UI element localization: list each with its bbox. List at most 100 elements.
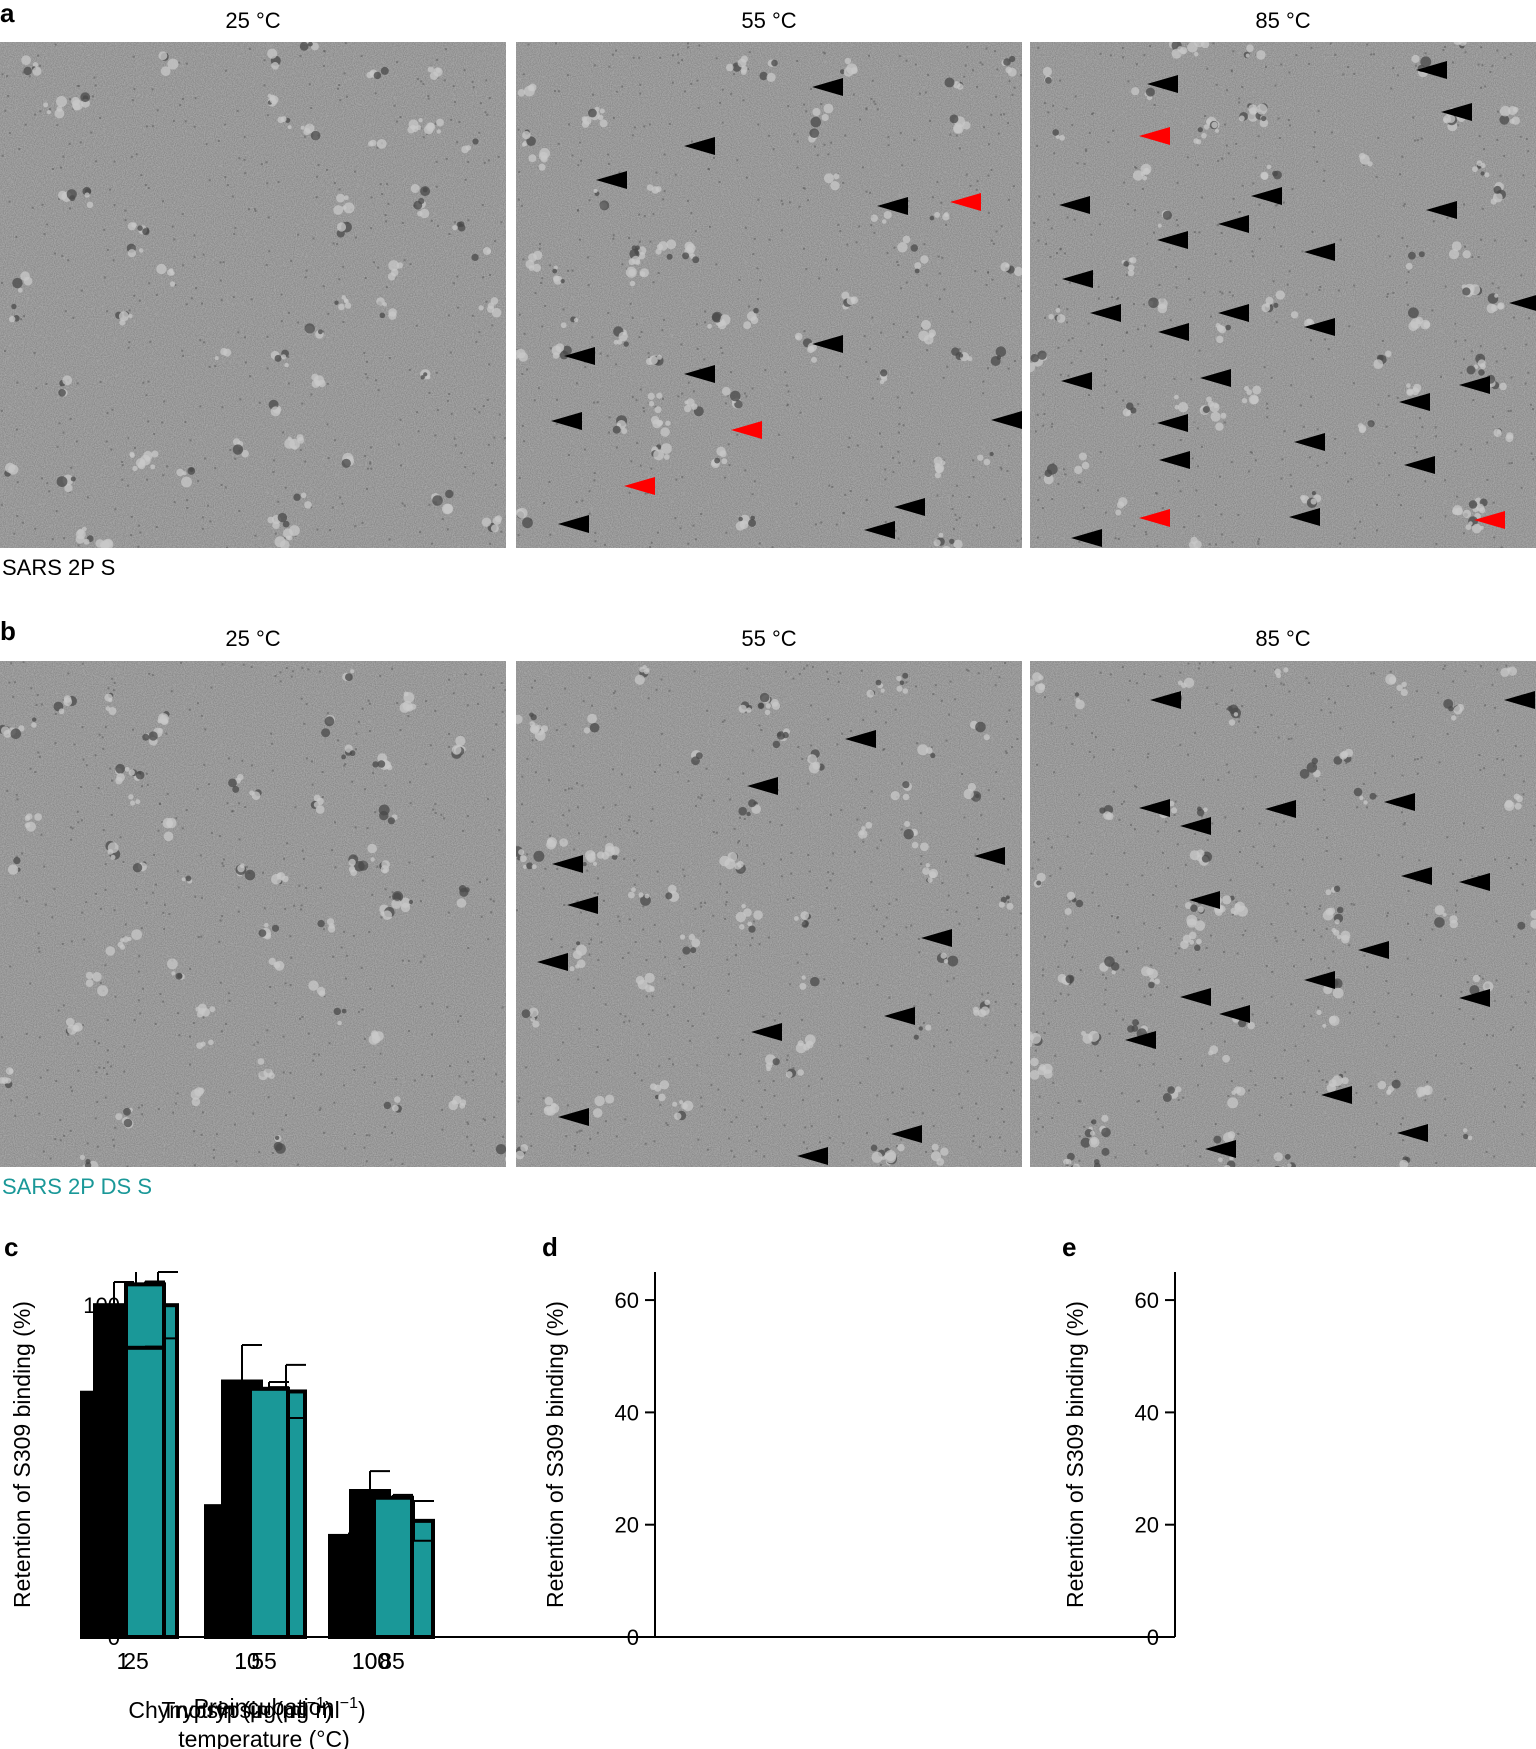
x-axis-label-line2: temperature (°C)	[178, 1726, 350, 1749]
black-arrowhead	[1218, 304, 1249, 322]
grain-speckle	[1030, 42, 1536, 548]
black-arrowhead	[751, 1023, 782, 1041]
x-tick-label: 55	[251, 1648, 277, 1674]
black-arrowhead	[684, 137, 715, 155]
black-arrowhead	[921, 929, 952, 947]
panel-letter-e: e	[1062, 1232, 1077, 1262]
y-axis-label: Retention of S309 binding (%)	[9, 1301, 35, 1608]
black-arrowhead	[552, 855, 583, 873]
black-arrowhead	[1397, 1124, 1428, 1142]
black-arrowhead	[1180, 988, 1211, 1006]
black-arrowhead	[1218, 215, 1249, 233]
micrograph-grain	[516, 661, 1022, 1167]
black-arrowhead	[1062, 270, 1093, 288]
black-arrowhead	[1157, 414, 1188, 432]
black-arrowhead	[684, 365, 715, 383]
red-arrowhead	[731, 421, 762, 439]
black-arrowhead	[1416, 61, 1447, 79]
grain-speckle	[0, 42, 506, 548]
black-arrowhead	[877, 197, 908, 215]
grain-speckle	[1030, 661, 1536, 1167]
black-arrowhead	[1205, 1140, 1236, 1158]
black-arrowhead	[1158, 323, 1189, 341]
black-arrowhead	[845, 730, 876, 748]
bar	[372, 1497, 414, 1640]
black-arrowhead	[747, 777, 778, 795]
black-arrowhead	[1304, 318, 1335, 336]
black-arrowhead	[891, 1125, 922, 1143]
panel-letter-d: d	[542, 1232, 558, 1262]
black-arrowhead	[558, 515, 589, 533]
black-arrowhead	[812, 335, 843, 353]
particle-blobs	[516, 55, 1022, 548]
black-arrowhead	[1401, 867, 1432, 885]
black-arrowhead	[1459, 989, 1490, 1007]
grain-speckle	[0, 661, 506, 1167]
x-tick-label: 1	[117, 1648, 130, 1674]
black-arrowhead	[894, 498, 925, 516]
bar	[124, 1282, 166, 1640]
black-arrowhead	[1159, 451, 1190, 469]
black-arrowhead	[1404, 456, 1435, 474]
black-arrowhead	[797, 1147, 828, 1165]
black-arrowhead	[1459, 873, 1490, 891]
red-arrowhead	[624, 477, 655, 495]
grain-speckle	[516, 661, 1022, 1167]
bar	[328, 1563, 370, 1639]
micrograph-a-85C	[1030, 42, 1536, 548]
black-arrowhead	[974, 847, 1005, 865]
x-tick-label: 10	[234, 1648, 260, 1674]
bar	[248, 1390, 290, 1639]
black-arrowhead	[864, 521, 895, 539]
black-arrowhead	[1061, 372, 1092, 390]
black-arrowhead	[1139, 799, 1170, 817]
black-arrowhead	[596, 171, 627, 189]
temperature-label-b-2: 55 °C	[741, 626, 797, 651]
black-arrowhead	[1189, 891, 1220, 909]
black-arrowhead	[1384, 793, 1415, 811]
black-arrowhead	[884, 1007, 915, 1025]
panel-letter-b: b	[0, 616, 16, 646]
black-arrowhead	[1180, 817, 1211, 835]
x-axis-label: Trypsin (μg ml−1)	[161, 1695, 332, 1723]
particle-blobs	[0, 669, 506, 1167]
black-arrowhead	[537, 953, 568, 971]
micrograph-grain	[0, 42, 506, 548]
black-arrowhead	[558, 1108, 589, 1126]
black-arrowhead	[1509, 295, 1536, 311]
temperature-label-a-3: 85 °C	[1255, 8, 1311, 33]
temperature-label-b-1: 25 °C	[225, 626, 281, 651]
micrograph-grain	[1030, 661, 1536, 1167]
y-tick-label: 40	[615, 1400, 639, 1425]
sample-label-b: SARS 2P DS S	[2, 1174, 152, 1199]
temperature-label-b-3: 85 °C	[1255, 626, 1311, 651]
black-arrowhead	[1125, 1031, 1156, 1049]
black-arrowhead	[1321, 1086, 1352, 1104]
black-arrowhead	[1090, 304, 1121, 322]
black-arrowhead	[1147, 75, 1178, 93]
micrograph-b-85C	[1030, 661, 1536, 1167]
y-axis-label: Retention of S309 binding (%)	[542, 1301, 568, 1608]
black-arrowhead	[991, 411, 1022, 429]
black-arrowhead	[564, 347, 595, 365]
bar	[204, 1504, 246, 1639]
micrograph-b-55C	[516, 661, 1022, 1167]
temperature-label-a-1: 25 °C	[225, 8, 281, 33]
micrograph-b-25C	[0, 661, 506, 1167]
micrograph-grain	[0, 661, 506, 1167]
micrograph-a-55C	[516, 42, 1022, 548]
black-arrowhead	[1426, 201, 1457, 219]
red-arrowhead	[950, 193, 981, 211]
red-arrowhead	[1474, 511, 1505, 529]
panel-letter-c: c	[4, 1232, 19, 1262]
black-arrowhead	[1294, 433, 1325, 451]
x-tick-label: 85	[379, 1648, 405, 1674]
bar	[80, 1390, 122, 1639]
micrograph-a-25C	[0, 42, 506, 548]
black-arrowhead	[812, 78, 843, 96]
black-arrowhead	[1459, 376, 1490, 394]
black-arrowhead	[1219, 1005, 1250, 1023]
temperature-label-a-2: 55 °C	[741, 8, 797, 33]
x-tick-label: 25	[123, 1648, 149, 1674]
black-arrowhead	[1200, 369, 1231, 387]
